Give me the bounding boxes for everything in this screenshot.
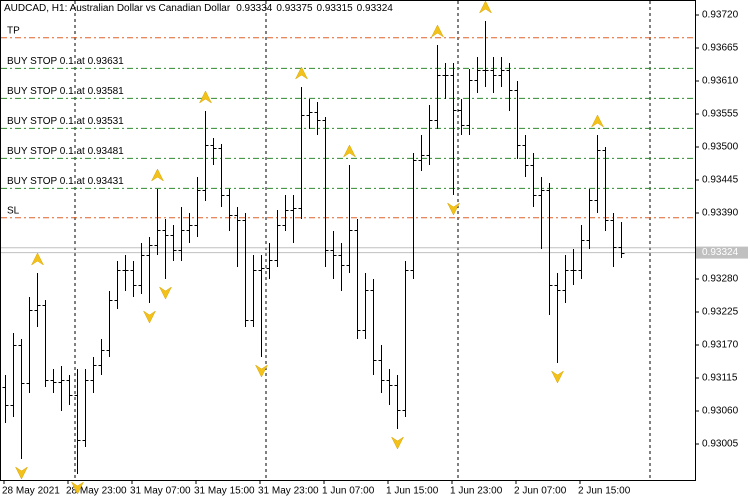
- y-tick-label: 0.93445: [702, 175, 739, 186]
- last-high: 0.93375: [276, 3, 313, 14]
- order-label: SL: [7, 205, 20, 216]
- fractal-up: [30, 252, 45, 266]
- fractal-down: [14, 466, 29, 480]
- y-tick-label: 0.93720: [702, 10, 739, 21]
- fractal-down: [550, 370, 565, 384]
- day-separators: [74, 1, 651, 480]
- y-tick-label: 0.93170: [702, 340, 739, 351]
- fractal-up: [478, 0, 493, 14]
- fractal-up: [590, 114, 605, 128]
- fractal-up: [342, 144, 357, 158]
- y-tick-label: 0.93390: [702, 208, 739, 219]
- order-label: BUY STOP 0.1 at 0.93531: [7, 116, 124, 127]
- y-tick-label: 0.93500: [702, 142, 739, 153]
- plot-frame: [0, 0, 696, 481]
- fractal-down: [142, 310, 157, 324]
- price-box-label: 0.93324: [702, 247, 739, 258]
- symbol: AUDCAD, H1: Australian Dollar vs Canadia…: [4, 3, 231, 14]
- order-label: TP: [7, 25, 20, 36]
- price-box: [696, 246, 748, 259]
- x-tick-label: 31 May 23:00: [258, 486, 319, 497]
- y-tick-label: 0.93665: [702, 43, 739, 54]
- x-tick-label: 31 May 15:00: [194, 486, 255, 497]
- last-close: 0.93324: [357, 3, 394, 14]
- fractal-down: [70, 481, 85, 495]
- x-tick-label: 2 Jun 15:00: [578, 486, 631, 497]
- fractal-down: [390, 436, 405, 450]
- fractal-down: [254, 364, 269, 378]
- x-tick-label: 1 Jun 15:00: [386, 486, 439, 497]
- last-open: 0.93334: [236, 3, 273, 14]
- order-label: BUY STOP 0.1 at 0.93581: [7, 86, 124, 97]
- order-label: BUY STOP 0.1 at 0.93631: [7, 56, 124, 67]
- x-tick-label: 2 Jun 07:00: [514, 486, 567, 497]
- x-tick-label: 1 Jun 23:00: [450, 486, 503, 497]
- y-tick-label: 0.93280: [702, 274, 739, 285]
- fractal-up: [198, 90, 213, 104]
- y-tick-label: 0.93005: [702, 439, 739, 450]
- last-low: 0.93315: [317, 3, 354, 14]
- x-tick-label: 31 May 07:00: [130, 486, 191, 497]
- fractal-down: [158, 286, 173, 300]
- y-tick-label: 0.93555: [702, 109, 739, 120]
- fractal-up: [430, 24, 445, 38]
- fractal-down: [446, 202, 461, 216]
- x-tick-label: 28 May 23:00: [66, 486, 127, 497]
- order-label: BUY STOP 0.1 at 0.93431: [7, 176, 124, 187]
- x-tick-label: 1 Jun 07:00: [322, 486, 375, 497]
- y-tick-label: 0.93610: [702, 76, 739, 87]
- fractal-up: [150, 168, 165, 182]
- fractal-up: [294, 66, 309, 80]
- y-tick-label: 0.93115: [702, 373, 738, 384]
- y-tick-label: 0.93225: [702, 307, 739, 318]
- order-label: BUY STOP 0.1 at 0.93481: [7, 146, 124, 157]
- x-tick-label: 28 May 2021: [2, 486, 60, 497]
- y-tick-label: 0.93060: [702, 406, 739, 417]
- chart-header: AUDCAD, H1: Australian Dollar vs Canadia…: [4, 3, 393, 14]
